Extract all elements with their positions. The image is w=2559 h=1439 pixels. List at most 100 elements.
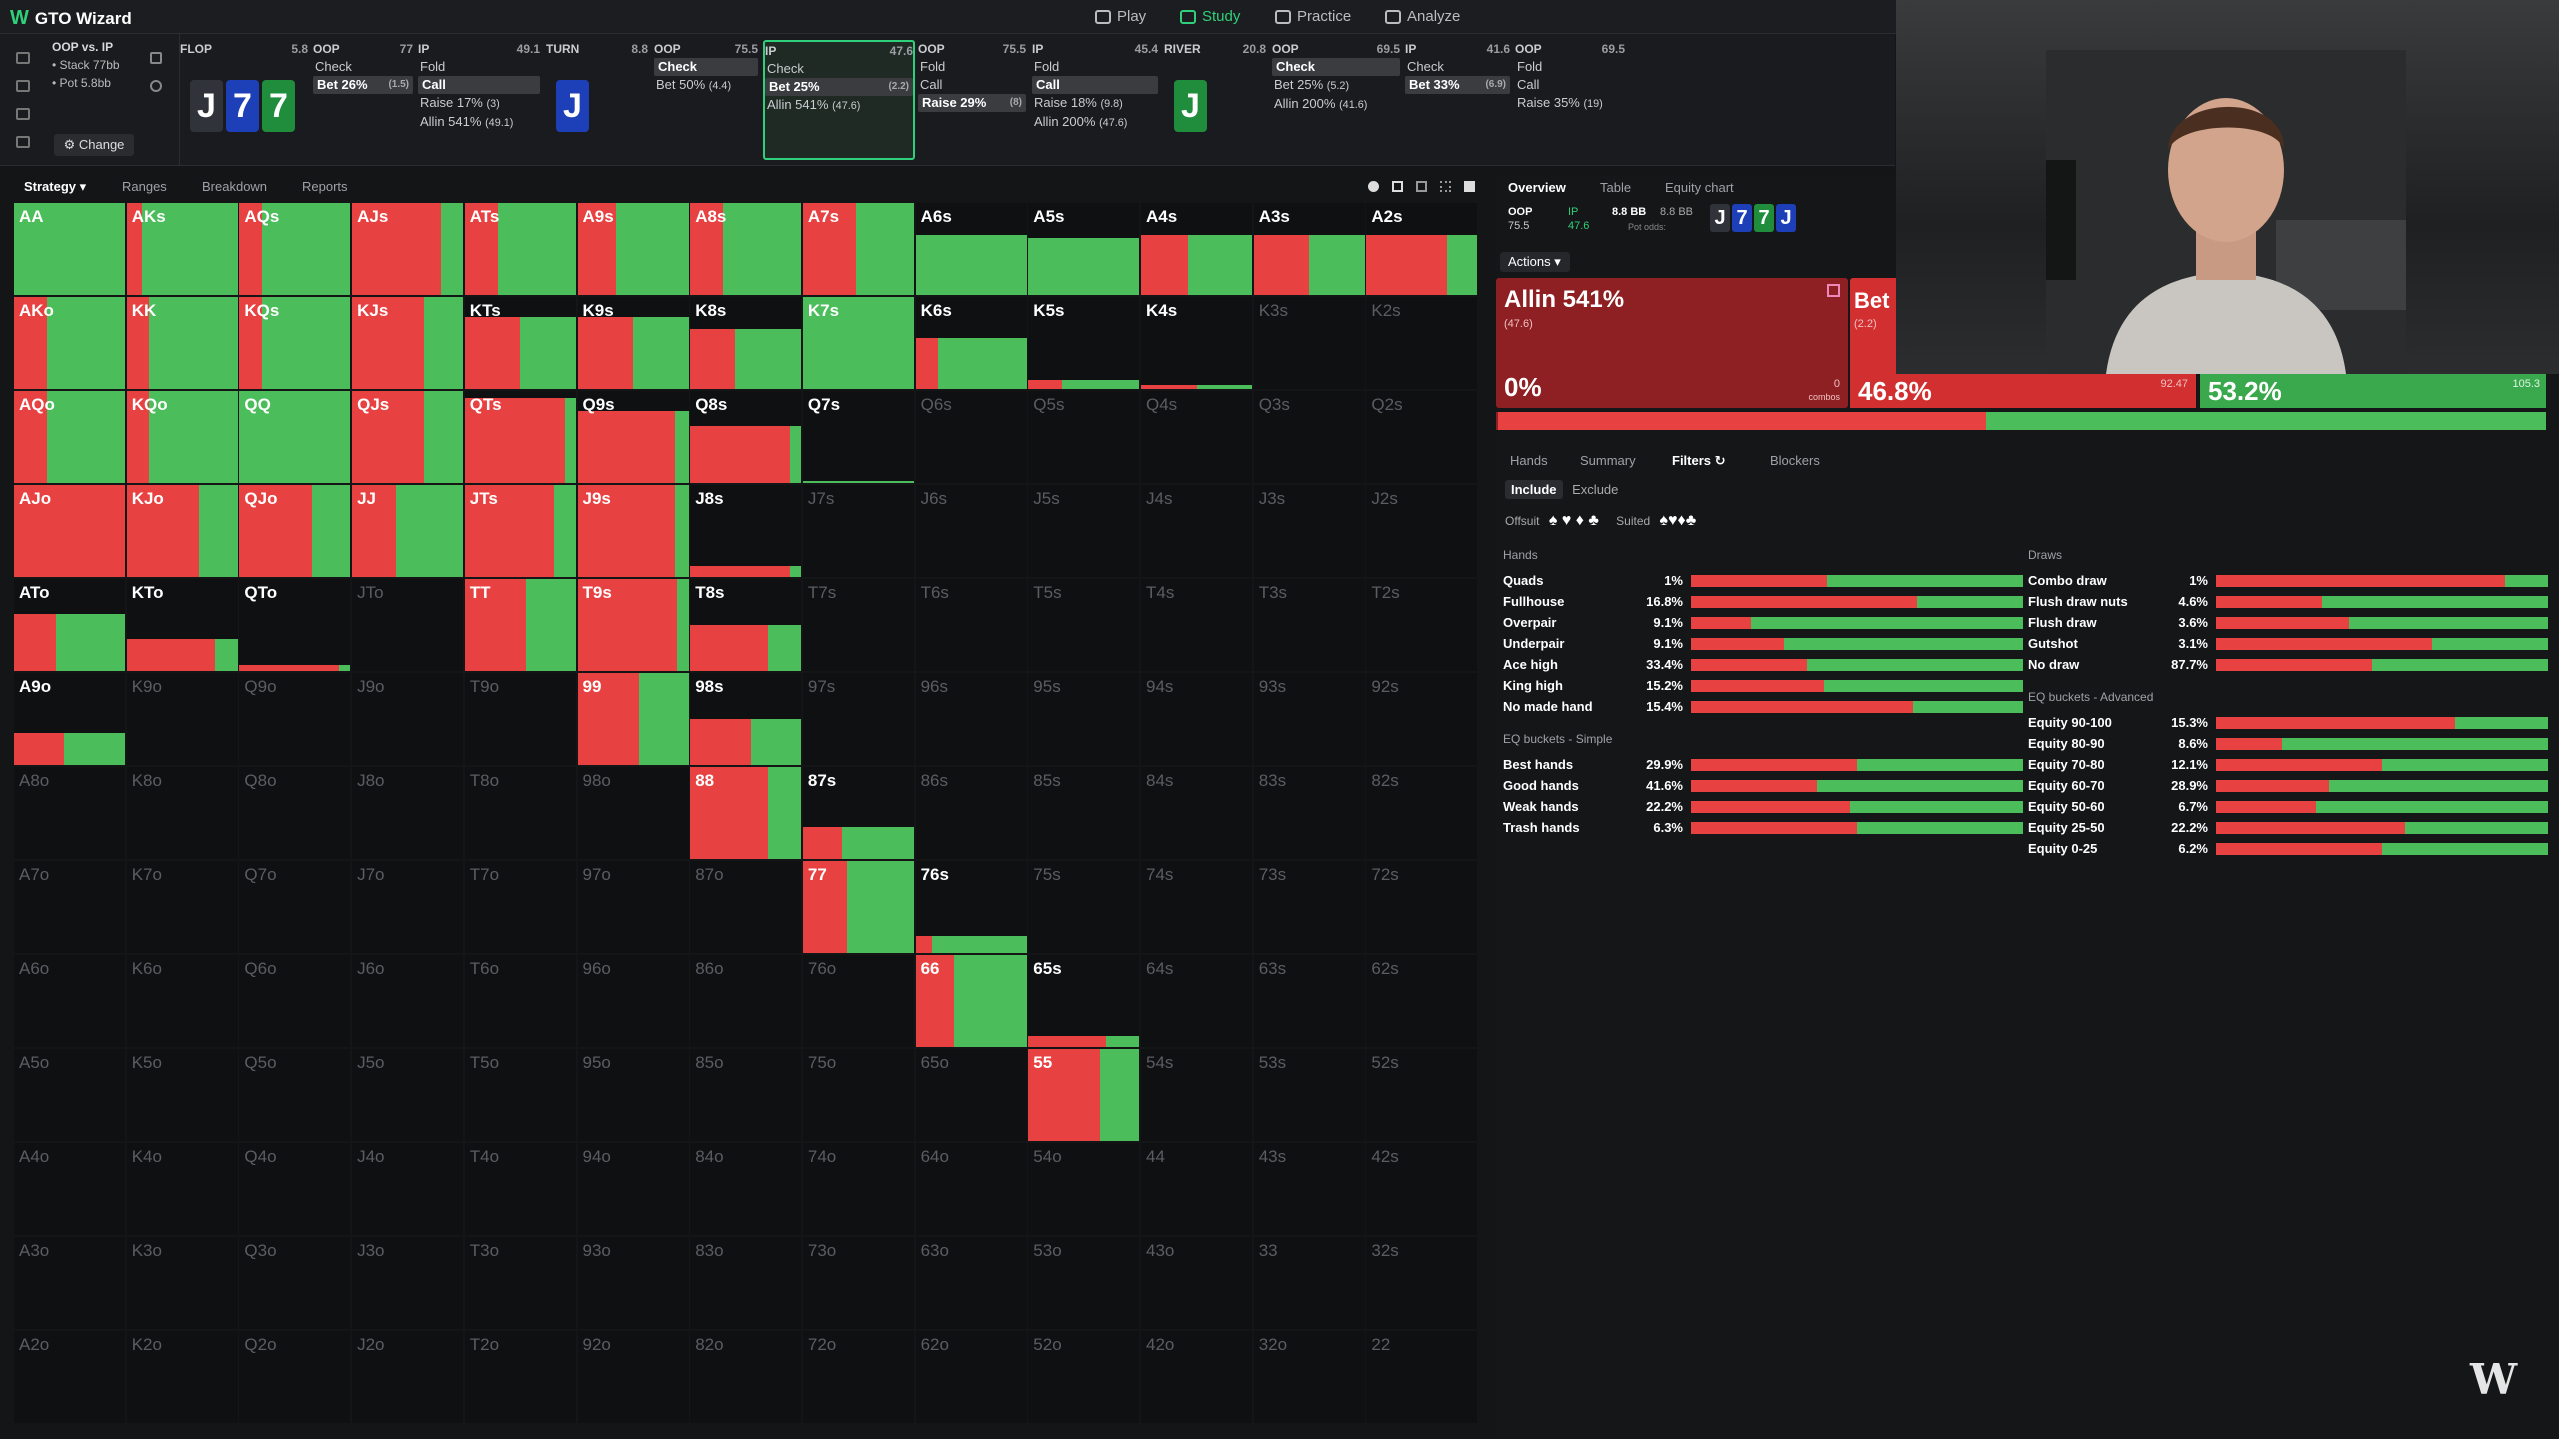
tab-ranges[interactable]: Ranges: [122, 179, 167, 194]
step-action[interactable]: Check: [1272, 58, 1400, 76]
hand-cell[interactable]: T6o: [464, 955, 576, 1047]
hand-cell[interactable]: TT: [464, 579, 576, 671]
action-step[interactable]: IP 45.4 Fold Call Raise 18% (9.8) Allin 200% …: [1032, 40, 1158, 160]
step-action[interactable]: Fold: [918, 58, 1026, 76]
step-action[interactable]: Raise 18% (9.8): [1032, 94, 1158, 113]
hand-cell[interactable]: 22: [1366, 1331, 1478, 1423]
hand-cell[interactable]: 93s: [1253, 673, 1365, 765]
hand-cell[interactable]: KQs: [239, 297, 351, 389]
hand-cell[interactable]: AJo: [14, 485, 125, 577]
hand-cell[interactable]: 92o: [577, 1331, 689, 1423]
filter-row[interactable]: Gutshot 3.1%: [2028, 633, 2548, 654]
step-action[interactable]: Bet 25% (5.2): [1272, 76, 1400, 95]
hand-cell[interactable]: K6s: [915, 297, 1027, 389]
hand-cell[interactable]: K3s: [1253, 297, 1365, 389]
hand-cell[interactable]: 72o: [802, 1331, 914, 1423]
hand-cell[interactable]: 84s: [1141, 767, 1252, 859]
action-step[interactable]: IP 49.1 Fold Call Raise 17% (3) Allin 541% (4…: [418, 40, 540, 160]
hand-cell[interactable]: 99: [577, 673, 689, 765]
hand-cell[interactable]: Q4o: [239, 1143, 351, 1235]
step-action[interactable]: Check: [654, 58, 758, 76]
hand-cell[interactable]: 63o: [915, 1237, 1027, 1329]
filter-row[interactable]: No made hand 15.4%: [1503, 696, 2023, 717]
hand-cell[interactable]: JJ: [352, 485, 464, 577]
filter-row[interactable]: No draw 87.7%: [2028, 654, 2548, 675]
hand-cell[interactable]: J2o: [352, 1331, 464, 1423]
save-icon[interactable]: [16, 80, 30, 92]
tools-icon[interactable]: [16, 136, 30, 148]
hand-cell[interactable]: T5o: [464, 1049, 576, 1141]
hand-cell[interactable]: A7s: [802, 203, 914, 295]
step-action[interactable]: Raise 17% (3): [418, 94, 540, 113]
tab-blockers[interactable]: Blockers: [1770, 453, 1820, 468]
hand-cell[interactable]: Q2s: [1366, 391, 1478, 483]
hand-cell[interactable]: A2o: [14, 1331, 125, 1423]
nav-practice[interactable]: Practice: [1275, 8, 1351, 25]
hand-cell[interactable]: 85s: [1028, 767, 1140, 859]
hand-cell[interactable]: ATo: [14, 579, 125, 671]
hand-cell[interactable]: 98s: [690, 673, 802, 765]
hand-cell[interactable]: K9o: [126, 673, 238, 765]
hand-cell[interactable]: AQs: [239, 203, 351, 295]
step-action[interactable]: Fold: [1032, 58, 1158, 76]
check-strip[interactable]: 53.2% 105.3: [2200, 374, 2546, 408]
hand-cell[interactable]: J5s: [1028, 485, 1140, 577]
include-button[interactable]: Include: [1505, 480, 1563, 499]
hand-cell[interactable]: Q6s: [915, 391, 1027, 483]
tab-equity-chart[interactable]: Equity chart: [1665, 180, 1734, 195]
action-step[interactable]: FLOP 5.8 J 7 7: [180, 40, 308, 160]
hand-cell[interactable]: J9o: [352, 673, 464, 765]
hand-cell[interactable]: J9s: [577, 485, 689, 577]
filter-row[interactable]: Fullhouse 16.8%: [1503, 591, 2023, 612]
hand-cell[interactable]: AQo: [14, 391, 125, 483]
hand-cell[interactable]: 76s: [915, 861, 1027, 953]
hand-cell[interactable]: 73o: [802, 1237, 914, 1329]
filter-row[interactable]: Ace high 33.4%: [1503, 654, 2023, 675]
hand-cell[interactable]: 54o: [1028, 1143, 1140, 1235]
hand-cell[interactable]: 44: [1141, 1143, 1252, 1235]
hand-cell[interactable]: QQ: [239, 391, 351, 483]
tab-breakdown[interactable]: Breakdown: [202, 179, 268, 194]
nav-play[interactable]: Play: [1095, 8, 1146, 25]
hand-cell[interactable]: A9s: [577, 203, 689, 295]
hand-cell[interactable]: T3o: [464, 1237, 576, 1329]
hand-cell[interactable]: 75s: [1028, 861, 1140, 953]
hand-cell[interactable]: J5o: [352, 1049, 464, 1141]
action-step[interactable]: OOP 69.5 Fold Call Raise 35% (19): [1515, 40, 1625, 160]
step-action[interactable]: Check: [313, 58, 413, 76]
hand-cell[interactable]: Q5o: [239, 1049, 351, 1141]
offsuit-suit-icons[interactable]: ♠ ♥ ♦ ♣: [1548, 512, 1599, 529]
hand-cell[interactable]: K8o: [126, 767, 238, 859]
hand-cell[interactable]: KTo: [126, 579, 238, 671]
hand-cell[interactable]: T4o: [464, 1143, 576, 1235]
filter-row[interactable]: Equity 60-70 28.9%: [2028, 775, 2548, 796]
hand-cell[interactable]: T8s: [690, 579, 802, 671]
step-action[interactable]: Call: [918, 76, 1026, 94]
suited-suit-icons[interactable]: ♠♥♦♣: [1659, 512, 1697, 529]
hand-cell[interactable]: A5s: [1028, 203, 1140, 295]
hand-cell[interactable]: A4o: [14, 1143, 125, 1235]
hand-cell[interactable]: 85o: [690, 1049, 802, 1141]
hand-cell[interactable]: A3o: [14, 1237, 125, 1329]
hand-cell[interactable]: K4s: [1141, 297, 1252, 389]
hand-cell[interactable]: KTs: [464, 297, 576, 389]
hand-cell[interactable]: 53o: [1028, 1237, 1140, 1329]
hand-cell[interactable]: T4s: [1141, 579, 1252, 671]
hand-cell[interactable]: 87o: [690, 861, 802, 953]
hand-cell[interactable]: 42s: [1366, 1143, 1478, 1235]
hand-cell[interactable]: K5o: [126, 1049, 238, 1141]
step-action[interactable]: Call: [1515, 76, 1625, 94]
hand-cell[interactable]: 65o: [915, 1049, 1027, 1141]
hand-cell[interactable]: A5o: [14, 1049, 125, 1141]
hand-cell[interactable]: 74o: [802, 1143, 914, 1235]
hand-cell[interactable]: JTs: [464, 485, 576, 577]
tab-reports[interactable]: Reports: [302, 179, 348, 194]
hand-cell[interactable]: T5s: [1028, 579, 1140, 671]
nav-study[interactable]: Study: [1180, 8, 1240, 25]
tab-overview[interactable]: Overview: [1508, 180, 1566, 195]
hand-cell[interactable]: 82o: [690, 1331, 802, 1423]
hand-cell[interactable]: 62s: [1366, 955, 1478, 1047]
bet-strip[interactable]: 46.8% 92.47: [1850, 374, 2196, 408]
hand-cell[interactable]: K4o: [126, 1143, 238, 1235]
hand-cell[interactable]: 82s: [1366, 767, 1478, 859]
